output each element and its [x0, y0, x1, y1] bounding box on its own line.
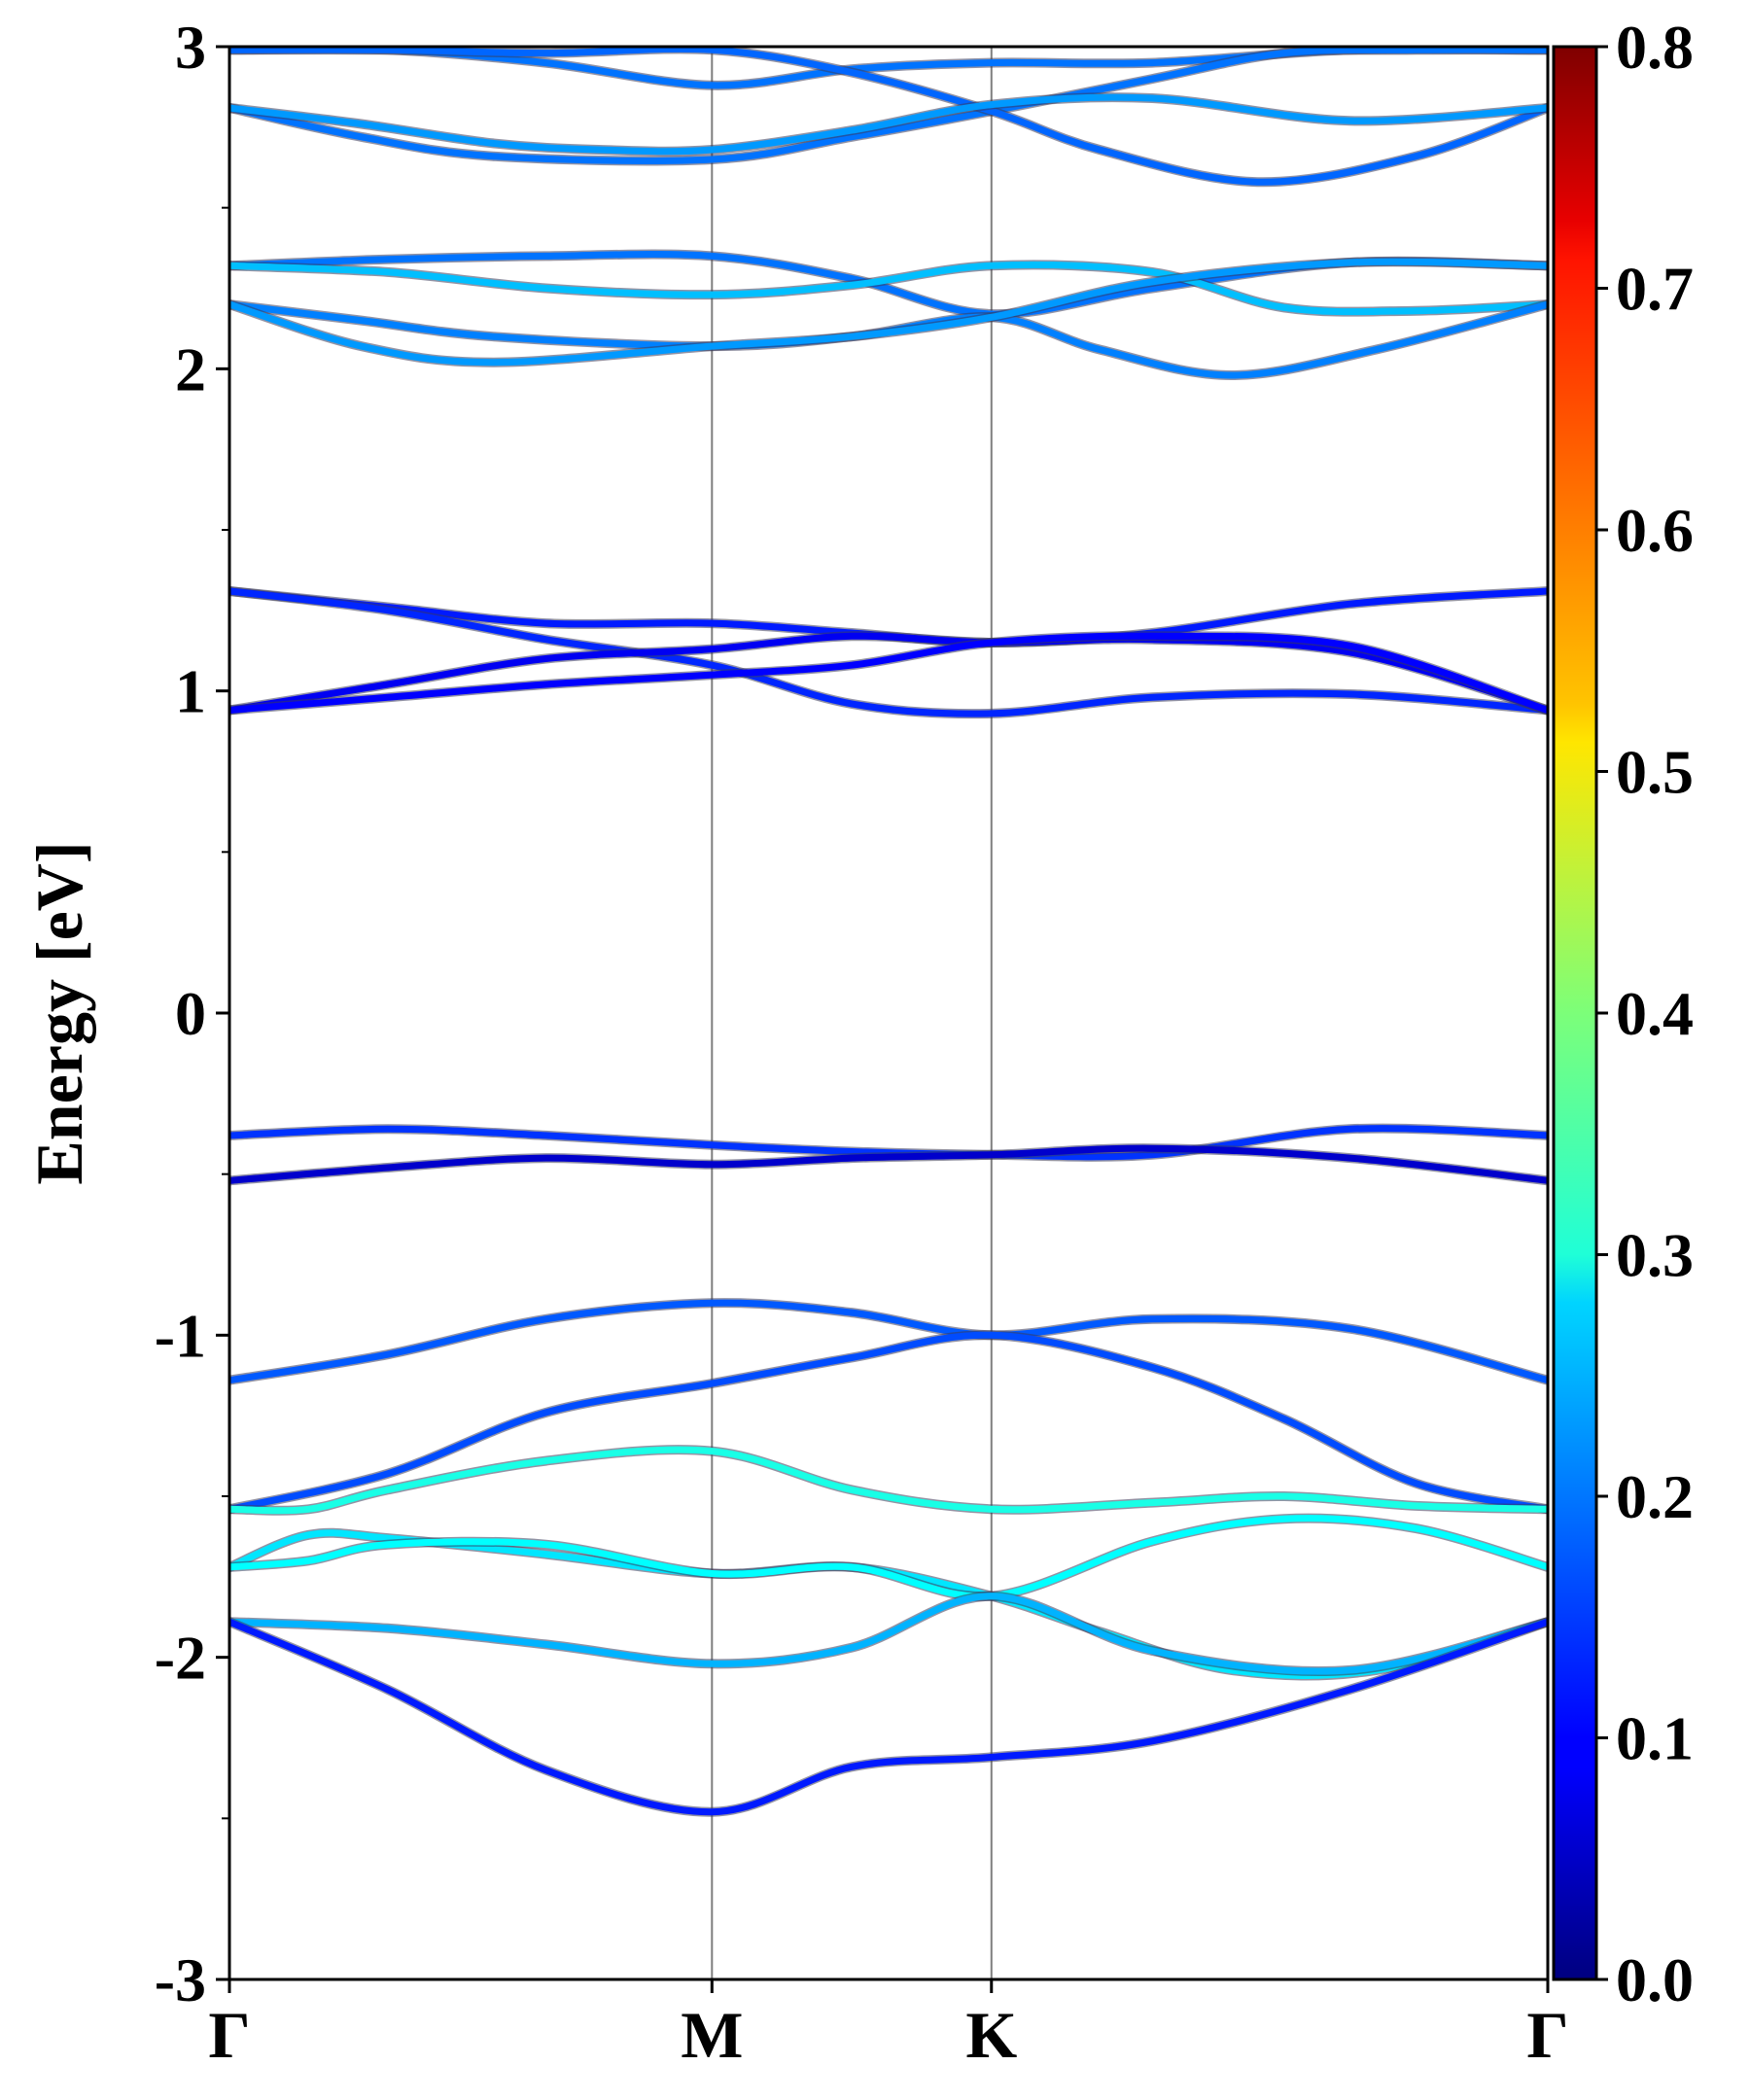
colorbar-tick-label: 0.5: [1616, 738, 1694, 807]
band-line: [229, 1515, 1548, 1600]
band-line: [229, 1144, 1548, 1184]
colorbar-tick-label: 0.1: [1616, 1704, 1694, 1773]
band-line: [229, 1331, 1548, 1513]
band-line: [229, 1299, 1548, 1384]
y-tick-label: 1: [175, 657, 206, 726]
colorbar-tick-label: 0.0: [1616, 1945, 1694, 2014]
y-axis-ticks: 3 2 1 0 -1 -2 -3: [155, 13, 229, 2014]
y-tick-label: 2: [175, 334, 206, 403]
y-tick-label: -3: [155, 1945, 206, 2014]
band-line: [229, 632, 1548, 714]
band-lines: [229, 47, 1548, 1817]
band-line: [229, 587, 1548, 718]
x-tick-label: K: [965, 1998, 1017, 2072]
band-outline: [229, 1527, 1548, 1681]
band-outline: [229, 1617, 1548, 1817]
band-line: [229, 47, 1548, 186]
colorbar-tick-label: 0.4: [1616, 979, 1694, 1048]
high-symmetry-lines: [711, 47, 993, 1979]
band-line: [229, 1592, 1548, 1675]
band-line: [229, 261, 1548, 316]
band-line: [229, 258, 1548, 367]
colorbar-tick-label: 0.8: [1616, 13, 1694, 82]
colorbar-tick-label: 0.7: [1616, 255, 1694, 324]
y-axis-label: Energy [eV]: [22, 841, 96, 1184]
colorbar-ticks: 0.8 0.7 0.6 0.5 0.4 0.3 0.2 0.1 0.0: [1596, 13, 1694, 2014]
y-tick-label: 3: [175, 13, 206, 82]
y-tick-label: -2: [155, 1624, 206, 1693]
band-line: [229, 47, 1548, 164]
x-tick-label: M: [681, 1998, 743, 2072]
band-line: [229, 632, 1548, 714]
band-line: [229, 93, 1548, 156]
band-outline: [229, 1298, 1548, 1385]
y-tick-label: -1: [155, 1301, 206, 1370]
colorbar-tick-label: 0.6: [1616, 496, 1694, 565]
colorbar-tick-label: 0.3: [1616, 1221, 1694, 1290]
x-tick-label: Γ: [208, 1998, 250, 2072]
band-line: [229, 1618, 1548, 1816]
colorbar: [1552, 45, 1598, 1981]
band-line: [229, 1446, 1548, 1515]
band-line: [229, 1125, 1548, 1161]
band-outline: [229, 1513, 1548, 1602]
y-tick-label: 0: [175, 979, 206, 1048]
colorbar-tick-label: 0.2: [1616, 1462, 1694, 1531]
x-tick-label: Γ: [1526, 1998, 1568, 2072]
band-line: [229, 1529, 1548, 1680]
